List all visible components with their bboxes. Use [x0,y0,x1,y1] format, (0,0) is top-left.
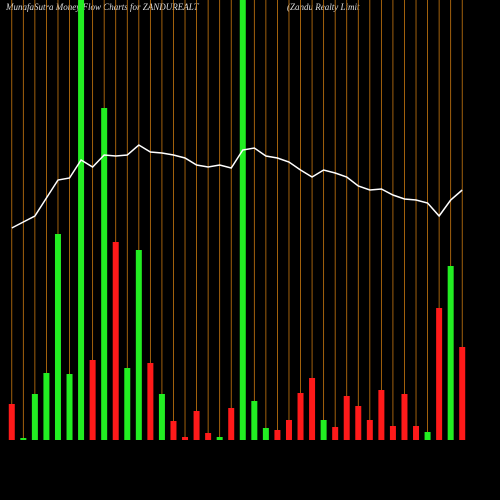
price-line [11,144,463,229]
bar [459,347,466,440]
bar [205,433,212,440]
bar [436,308,443,440]
bar [424,432,431,440]
bar [101,108,108,440]
bar [43,373,50,440]
bar [147,363,154,440]
bar [320,420,327,440]
bar [297,393,304,440]
bar [228,408,235,440]
bar [343,396,350,440]
bar [389,426,396,440]
bar [251,401,258,440]
bar [332,427,339,440]
bar [216,437,223,440]
bar [309,378,316,440]
bar [447,266,454,440]
bar [20,438,27,440]
bar [413,426,420,440]
bar [66,374,73,440]
bar [78,0,85,440]
bar [285,420,292,440]
bar [239,0,246,440]
bar [8,404,15,440]
bar [54,234,61,440]
bar [193,411,200,440]
bar [366,420,373,440]
bar [124,368,131,440]
bar [31,394,38,440]
bar [262,428,269,440]
bar [170,421,177,440]
bar [401,394,408,440]
bar [182,437,189,440]
bar [274,430,281,440]
bar [112,242,119,440]
bar [89,360,96,440]
bar [378,390,385,440]
bar [355,406,362,440]
bar [158,394,165,440]
chart-title: MunafaSutra Money Flow Charts for ZANDUR… [5,2,200,12]
bar [135,250,142,440]
